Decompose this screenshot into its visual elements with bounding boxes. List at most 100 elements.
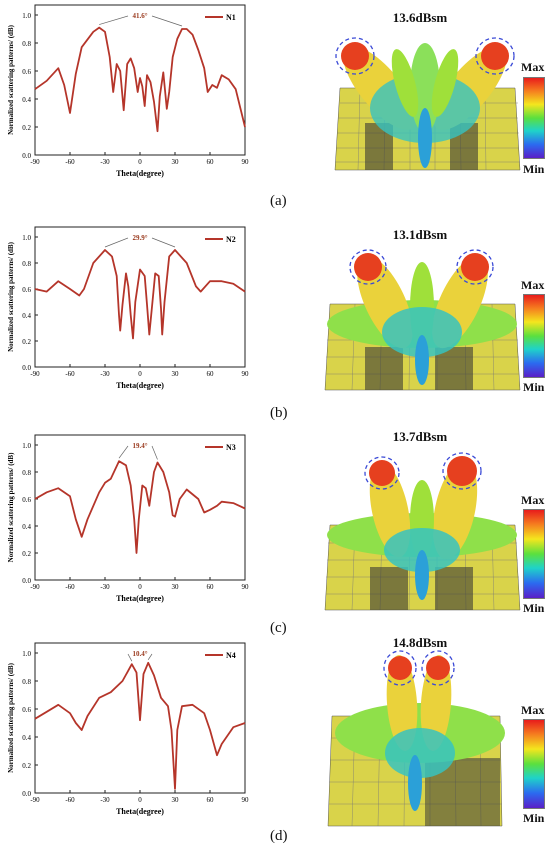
panel-label-b: (b) (270, 405, 288, 421)
rcs-3d-pattern-b (324, 249, 521, 391)
panel-label-c: (c) (270, 620, 287, 636)
y-tick-label: 1.0 (22, 442, 31, 450)
colorbar-a (523, 77, 545, 159)
scattering-lobes (335, 37, 515, 168)
series-line-n3 (34, 460, 246, 554)
annotation-arrow (151, 237, 176, 248)
y-tick-label: 0.6 (22, 68, 31, 76)
annotation-arrow (151, 445, 158, 460)
x-tick-label: -30 (100, 158, 110, 166)
line-chart-a: 0.0 0.2 0.4 0.6 0.8 1.0 -90 -60 -30 0 30 60 90 Theta(… (7, 4, 250, 178)
annotation-arrow (147, 653, 153, 660)
colorbar-min-label-b: Min (523, 380, 545, 394)
x-tick-label: -30 (100, 370, 110, 378)
panel-a: 0.0 0.2 0.4 0.6 0.8 1.0 -90 -60 -30 0 30 60 90 Theta(… (0, 0, 550, 212)
y-axis-label: Normalized scattering patterns/ (dB) (7, 662, 15, 773)
y-tick-label: 0.4 (22, 734, 31, 742)
y-tick-label: 0.2 (22, 338, 31, 346)
x-axis-label: Theta(degree) (116, 169, 164, 178)
panel-b: 0.0 0.2 0.4 0.6 0.8 1.0 -90 -60 -30 0 30 60 90 Theta(… (0, 212, 550, 425)
x-tick-label: 90 (242, 370, 250, 378)
colorbar-min-label-d: Min (523, 811, 545, 825)
x-tick-label: 0 (138, 158, 142, 166)
y-tick-label: 0.6 (22, 286, 31, 294)
scattering-lobes (327, 452, 517, 600)
x-tick-label: -90 (30, 583, 40, 591)
x-tick-label: -90 (30, 370, 40, 378)
y-tick-label: 1.0 (22, 650, 31, 658)
annotation-arrow (118, 445, 129, 459)
series-line-n2 (34, 249, 246, 340)
rcs-title-a: 13.6dBsm (392, 10, 448, 25)
legend-label: N3 (226, 443, 236, 452)
x-tick-label: -90 (30, 158, 40, 166)
rcs-title-d: 14.8dBsm (392, 635, 448, 650)
x-tick-label: 30 (172, 796, 180, 804)
colorbar-c (523, 509, 545, 599)
panel-d: 0.0 0.2 0.4 0.6 0.8 1.0 -90 -60 -30 0 30 60 90 Theta(… (0, 635, 550, 851)
x-axis-label: Theta(degree) (116, 381, 164, 390)
y-tick-label: 0.8 (22, 40, 31, 48)
x-tick-label: 60 (207, 796, 215, 804)
series-line-n4 (34, 661, 246, 790)
legend-label: N1 (226, 13, 236, 22)
rcs-3d-pattern-a (334, 37, 521, 171)
y-tick-label: 0.8 (22, 260, 31, 268)
annotation-arrow (127, 653, 133, 662)
x-tick-label: 30 (172, 583, 180, 591)
angle-annotation: 41.6° (132, 12, 147, 20)
colorbar-min-label-c: Min (523, 601, 545, 615)
y-tick-label: 1.0 (22, 12, 31, 20)
angle-annotation: 10.4° (132, 650, 147, 658)
x-tick-label: 90 (242, 796, 250, 804)
y-tick-label: 0.6 (22, 496, 31, 504)
x-tick-label: -60 (65, 583, 75, 591)
rcs-3d-pattern-d (327, 650, 505, 827)
colorbar-max-label-b: Max (521, 278, 545, 292)
y-tick-label: 0.0 (22, 790, 31, 798)
panel-c: 0.0 0.2 0.4 0.6 0.8 1.0 -90 -60 -30 0 30 60 90 Theta(… (0, 425, 550, 638)
colorbar-b (523, 294, 545, 378)
y-tick-label: 0.0 (22, 364, 31, 372)
y-axis-label: Normalized scattering patterns/ (dB) (7, 24, 15, 135)
x-axis-label: Theta(degree) (116, 594, 164, 603)
y-tick-label: 0.4 (22, 523, 31, 531)
y-tick-label: 0.8 (22, 678, 31, 686)
x-tick-label: -60 (65, 370, 75, 378)
line-chart-c: 0.0 0.2 0.4 0.6 0.8 1.0 -90 -60 -30 0 30 60 90 Theta(… (7, 434, 250, 603)
y-tick-label: 1.0 (22, 234, 31, 242)
annotation-arrow (99, 15, 129, 25)
y-tick-label: 0.8 (22, 469, 31, 477)
x-axis-label: Theta(degree) (116, 807, 164, 816)
x-tick-label: -30 (100, 796, 110, 804)
legend-label: N4 (226, 651, 236, 660)
x-tick-label: 30 (172, 370, 180, 378)
x-tick-label: 60 (207, 370, 215, 378)
angle-annotation: 29.9° (132, 234, 147, 242)
x-tick-label: 90 (242, 583, 250, 591)
colorbar-min-label-a: Min (523, 162, 545, 176)
rcs-3d-pattern-c (324, 452, 521, 611)
colorbar-max-label-c: Max (521, 493, 545, 507)
x-tick-label: 60 (207, 583, 215, 591)
rcs-title-c: 13.7dBsm (392, 429, 448, 444)
rcs-title-b: 13.1dBsm (392, 227, 448, 242)
x-tick-label: 0 (138, 583, 142, 591)
x-tick-label: -60 (65, 796, 75, 804)
x-tick-label: 90 (242, 158, 250, 166)
x-tick-label: 60 (207, 158, 215, 166)
scattering-lobes (335, 650, 505, 811)
colorbar-max-label-a: Max (521, 60, 545, 74)
x-tick-label: 30 (172, 158, 180, 166)
line-chart-b: 0.0 0.2 0.4 0.6 0.8 1.0 -90 -60 -30 0 30 60 90 Theta(… (7, 226, 250, 390)
line-chart-d: 0.0 0.2 0.4 0.6 0.8 1.0 -90 -60 -30 0 30 60 90 Theta(… (7, 642, 250, 816)
y-tick-label: 0.2 (22, 124, 31, 132)
legend-label: N2 (226, 235, 236, 244)
colorbar-max-label-d: Max (521, 703, 545, 717)
y-tick-label: 0.4 (22, 312, 31, 320)
x-tick-label: 0 (138, 370, 142, 378)
x-tick-label: -60 (65, 158, 75, 166)
scattering-lobes (327, 249, 517, 385)
panel-label-a: (a) (270, 193, 287, 209)
x-tick-label: 0 (138, 796, 142, 804)
